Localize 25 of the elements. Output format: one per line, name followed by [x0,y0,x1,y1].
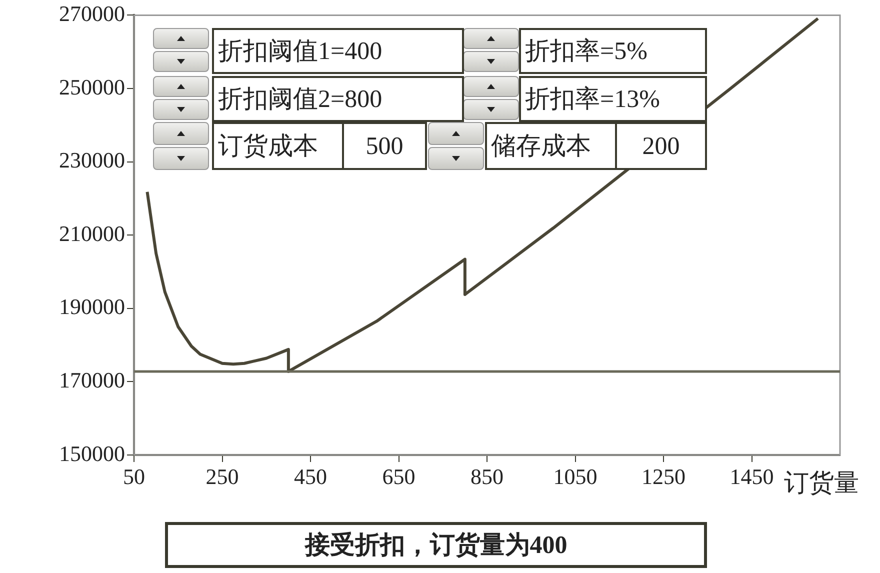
x-tick-label: 1250 [642,464,686,489]
y-tick-label: 230000 [59,148,125,173]
x-tick-label: 1450 [730,464,774,489]
text-field: 订货成本 [212,122,344,170]
y-tick-label: 170000 [59,367,125,392]
y-tick-label: 190000 [59,294,125,320]
text-field: 折扣率=13% [519,76,707,122]
text-field: 折扣阈值1=400 [212,28,464,74]
y-tick-label: 270000 [59,0,125,26]
x-tick-label: 50 [123,464,145,489]
y-tick-label: 150000 [59,440,125,466]
y-tick-label: 210000 [59,220,125,246]
text-field: 折扣率=5% [519,28,707,74]
x-tick-label: 1050 [553,464,598,489]
text-field: 接受折扣，订货量为400 [165,522,707,568]
text-field: 储存成本 [485,122,617,170]
y-tick-label: 250000 [59,74,125,100]
text-field: 折扣阈值2=800 [212,76,464,122]
x-tick-label: 250 [206,464,239,489]
x-tick-label: 650 [382,464,416,489]
text-field: 200 [615,122,707,170]
x-axis-title: 订货量 [784,469,859,499]
x-tick-label: 850 [470,464,504,489]
x-tick-label: 450 [294,464,327,489]
text-field: 500 [342,122,427,170]
